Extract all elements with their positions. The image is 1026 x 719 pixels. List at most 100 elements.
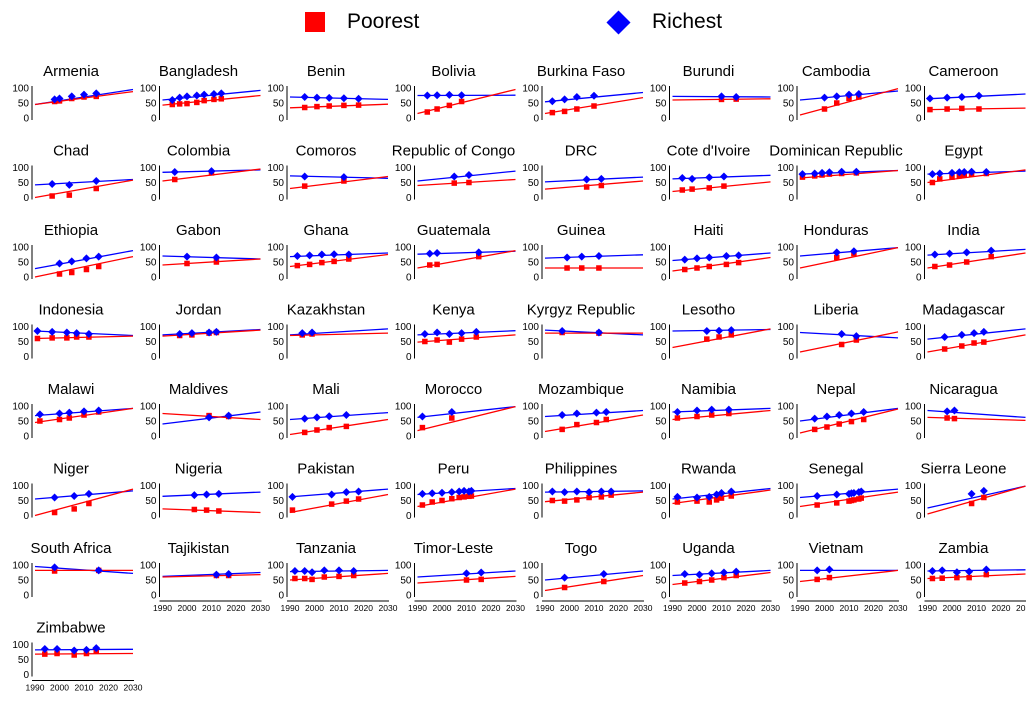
richest-trend-line: [34, 490, 134, 500]
y-tick-label: 50: [528, 99, 540, 110]
richest-point: [810, 169, 819, 178]
richest-point: [50, 493, 59, 502]
richest-point: [187, 329, 196, 338]
x-tick-label: 2000: [815, 603, 834, 613]
y-tick-label: 100: [905, 163, 922, 174]
poorest-point: [341, 102, 347, 109]
y-tick-label: 100: [522, 561, 539, 572]
poorest-point: [422, 338, 428, 345]
poorest-point: [434, 337, 440, 343]
richest-trend-line: [799, 246, 899, 257]
y-tick-label: 100: [522, 402, 539, 413]
richest-point: [175, 93, 184, 102]
richest-point: [594, 328, 603, 337]
poorest-point: [559, 426, 565, 433]
poorest-point: [463, 577, 470, 583]
richest-trend-line: [289, 328, 389, 336]
poorest-trend-line: [672, 409, 771, 421]
poorest-trend-line: [544, 574, 644, 592]
panel-mali: Mali 0 50 100: [267, 381, 389, 443]
richest-point: [325, 412, 334, 421]
x-tick-label: 2030: [761, 603, 780, 613]
x-tick-label: 2030: [251, 603, 270, 613]
y-tick-label: 0: [788, 352, 794, 363]
panel-title: Cote d'Ivoire: [667, 143, 751, 160]
richest-point: [928, 567, 937, 575]
richest-point: [928, 170, 937, 179]
poorest-point: [561, 584, 568, 591]
richest-point: [308, 568, 317, 577]
poorest-point: [336, 573, 342, 580]
poorest-point: [696, 578, 703, 585]
panel-uganda: Uganda 0 50 100 1990 2000 2010 2020 2030: [650, 540, 780, 613]
richest-point: [572, 409, 581, 418]
richest-point: [572, 487, 581, 496]
richest-point: [55, 94, 64, 103]
y-tick-label: 0: [533, 273, 539, 284]
richest-point: [202, 490, 211, 499]
y-tick-label: 100: [777, 243, 794, 254]
y-tick-label: 50: [273, 417, 285, 428]
y-tick-label: 100: [650, 84, 667, 95]
x-tick-label: 2030: [889, 603, 908, 613]
y-tick-label: 0: [278, 193, 284, 204]
legend: Poorest Richest: [0, 0, 1026, 50]
x-tick-label: 2000: [50, 683, 69, 693]
y-tick-label: 0: [661, 432, 667, 443]
richest-point: [92, 644, 101, 653]
panel-title: Namibia: [681, 381, 737, 398]
x-tick-label: 1990: [536, 603, 555, 613]
poorest-point: [56, 271, 63, 277]
richest-point: [55, 409, 64, 418]
poorest-point: [929, 179, 936, 186]
richest-point: [715, 326, 724, 335]
poorest-point: [446, 102, 453, 109]
richest-point: [72, 329, 81, 338]
poorest-point: [86, 500, 92, 507]
legend-item-poorest: Poorest: [305, 10, 419, 34]
richest-point: [205, 328, 214, 337]
richest-point: [450, 172, 459, 181]
y-tick-label: 50: [655, 99, 667, 110]
richest-point: [447, 488, 456, 497]
poorest-trend-line: [799, 87, 899, 116]
poorest-point: [456, 494, 462, 501]
poorest-point: [429, 499, 435, 505]
y-tick-label: 100: [140, 243, 157, 254]
y-tick-label: 50: [400, 496, 412, 507]
y-tick-label: 50: [18, 655, 30, 666]
x-tick-label: 2000: [305, 603, 324, 613]
x-tick-label: 1990: [408, 603, 427, 613]
panel-guinea: Guinea 0 50 100: [522, 222, 644, 284]
panel-title: Vietnam: [809, 540, 864, 557]
panel-malawi: Malawi 0 50 100: [12, 381, 134, 443]
x-tick-label: 2020: [992, 603, 1011, 613]
richest-point: [732, 93, 741, 101]
panel-title: Pakistan: [297, 461, 355, 478]
y-tick-label: 100: [777, 402, 794, 413]
x-tick-label: 2000: [178, 603, 197, 613]
y-tick-label: 0: [23, 352, 29, 363]
x-tick-label: 2000: [560, 603, 579, 613]
poorest-point: [564, 265, 570, 271]
panel-timor-leste: Timor-Leste 0 50 100 1990 2000 2010 2020 2030: [395, 540, 525, 613]
richest-point: [168, 96, 177, 104]
richest-point: [705, 492, 714, 501]
panel-gabon: Gabon 0 50 100: [140, 222, 261, 284]
richest-point: [719, 568, 728, 577]
y-tick-label: 50: [145, 258, 157, 269]
richest-point: [962, 248, 971, 257]
panel-benin: Benin 0 50 100: [267, 63, 389, 125]
x-tick-label: 2020: [864, 603, 883, 613]
poorest-point: [427, 262, 433, 268]
richest-point: [65, 180, 74, 189]
poorest-point: [848, 418, 855, 425]
poorest-point: [314, 103, 320, 110]
y-tick-label: 0: [788, 511, 794, 522]
y-tick-label: 0: [23, 114, 29, 125]
richest-point: [460, 486, 469, 495]
richest-point: [702, 327, 711, 335]
richest-point: [602, 408, 611, 416]
panel-title: Zambia: [938, 540, 989, 557]
y-tick-label: 50: [655, 258, 667, 269]
